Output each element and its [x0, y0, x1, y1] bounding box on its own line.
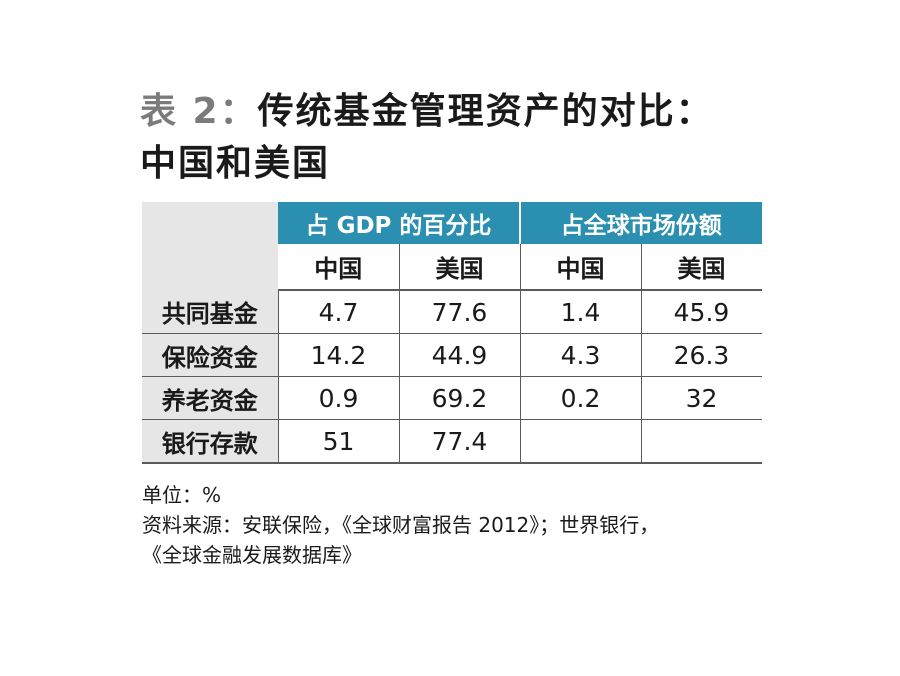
source-note-line-2: 《全球金融发展数据库》: [142, 543, 362, 567]
value-cell: 51: [278, 419, 400, 464]
value-cell: 0.9: [278, 376, 400, 420]
subheader-china: 中国: [278, 244, 400, 291]
row-label: 银行存款: [142, 419, 279, 464]
row-label: 保险资金: [142, 333, 279, 377]
value-cell: 14.2: [278, 333, 400, 377]
value-cell: 0.2: [520, 376, 642, 420]
value-cell: 32: [641, 376, 762, 420]
value-cell: 77.6: [399, 290, 521, 334]
value-cell: 1.4: [520, 290, 642, 334]
title-line-2: 中国和美国: [140, 143, 331, 184]
group-header-row: 占 GDP 的百分比 占全球市场份额: [142, 202, 762, 290]
row-label: 共同基金: [142, 290, 279, 334]
table-notes: 单位：% 资料来源：安联保险，《全球财富报告 2012》；世界银行， 《全球金融…: [142, 480, 822, 570]
unit-note: 单位：%: [142, 483, 222, 507]
value-cell: 4.3: [520, 333, 642, 377]
value-cell: 26.3: [641, 333, 762, 377]
value-cell: [520, 419, 642, 464]
value-cell: 45.9: [641, 290, 762, 334]
table-row: 共同基金 4.7 77.6 1.4 45.9: [142, 290, 762, 334]
table-row: 银行存款 51 77.4: [142, 419, 762, 464]
subheader-row: 中国 美国 中国 美国: [142, 244, 762, 291]
value-cell: 69.2: [399, 376, 521, 420]
subheader-usa: 美国: [641, 244, 762, 291]
value-cell: [641, 419, 762, 464]
value-cell: 77.4: [399, 419, 521, 464]
title-line-1: 表 2：传统基金管理资产的对比：: [140, 86, 800, 138]
value-cell: 4.7: [278, 290, 400, 334]
row-label: 养老资金: [142, 376, 279, 420]
title-main: 传统基金管理资产的对比：: [257, 91, 714, 132]
subheader-china: 中国: [520, 244, 642, 291]
source-note-line-1: 资料来源：安联保险，《全球财富报告 2012》；世界银行，: [142, 513, 660, 537]
table-row: 保险资金 14.2 44.9 4.3 26.3: [142, 333, 762, 377]
value-cell: 44.9: [399, 333, 521, 377]
corner-cell: [142, 202, 278, 290]
title-prefix: 表 2：: [140, 91, 258, 132]
comparison-table: 占 GDP 的百分比 占全球市场份额 中国 美国 中国 美国 共同基金 4.7 …: [142, 202, 762, 464]
table-row: 养老资金 0.9 69.2 0.2 32: [142, 376, 762, 420]
group-header-global-share: 占全球市场份额: [520, 202, 762, 244]
group-header-gdp: 占 GDP 的百分比: [278, 202, 521, 244]
subheader-usa: 美国: [399, 244, 521, 291]
table-title: 表 2：传统基金管理资产的对比： 中国和美国: [140, 86, 800, 190]
